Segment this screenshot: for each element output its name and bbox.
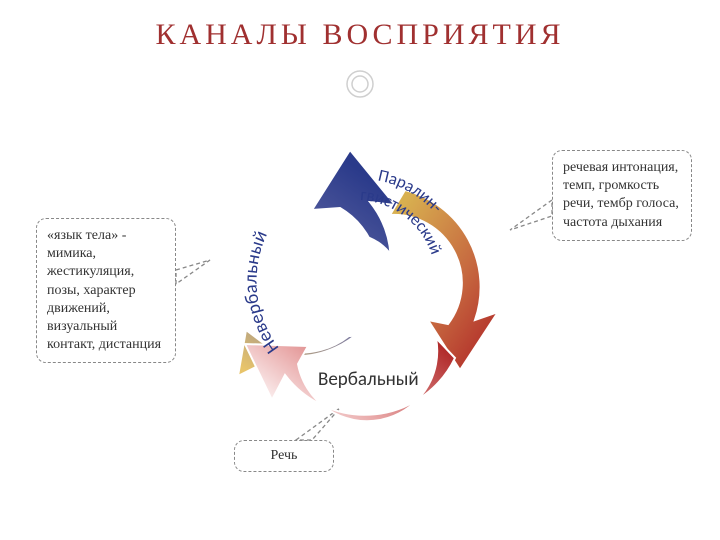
callout-nonverbal: «язык тела» - мимика, жестикуляция, позы… (36, 218, 176, 363)
cycle-diagram: Невербальный Паралин- гвистический (190, 120, 510, 440)
label-verbal: Вербальный (318, 368, 419, 391)
callout-paralinguistic: речевая интонация, темп, громкость речи,… (552, 150, 692, 241)
page-title: КАНАЛЫ ВОСПРИЯТИЯ (0, 18, 720, 52)
title-ornament-icon (344, 68, 376, 100)
callout-verbal: Речь (234, 440, 334, 472)
